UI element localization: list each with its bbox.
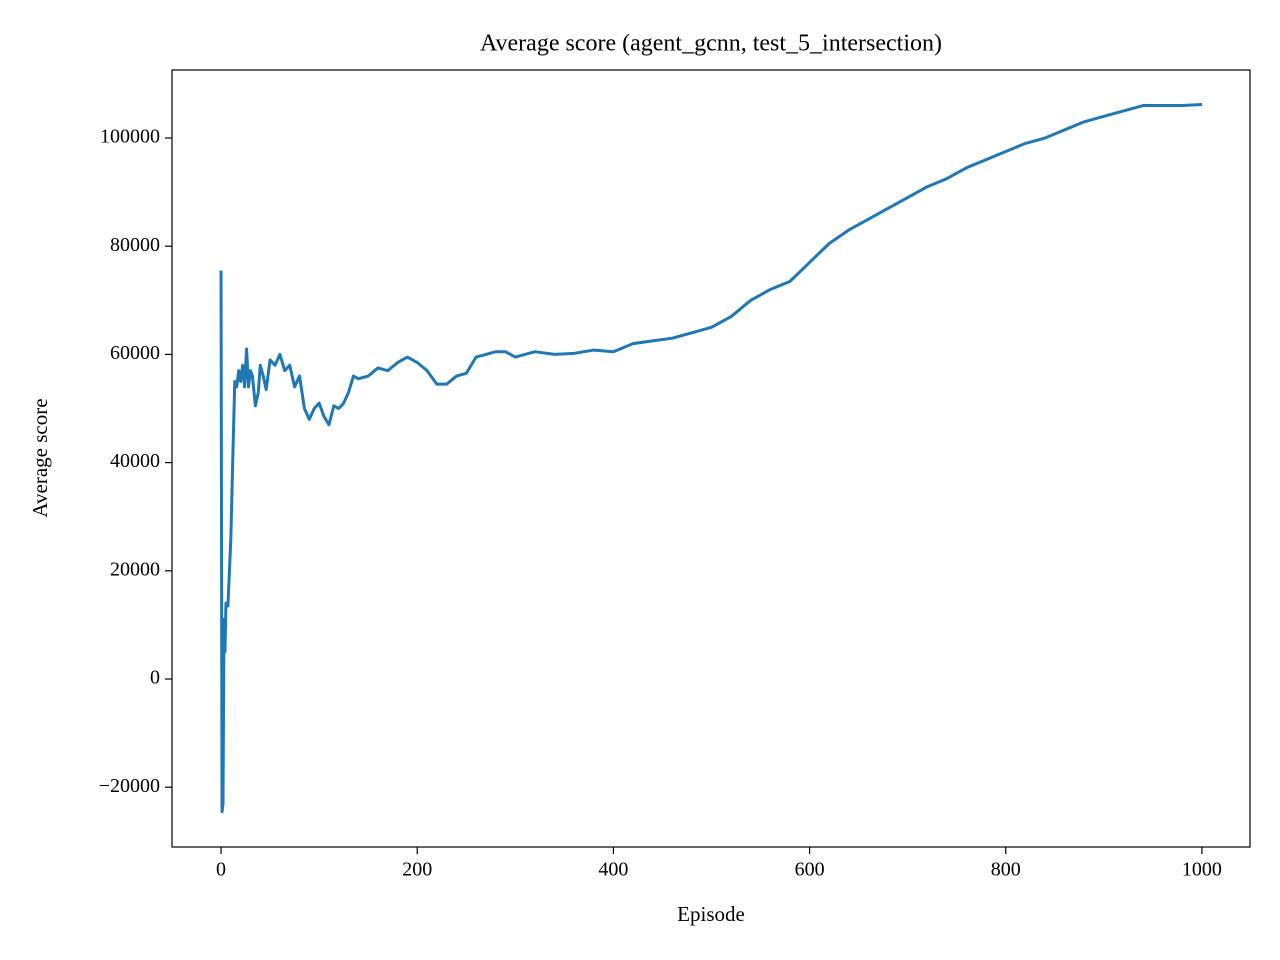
y-tick-label: 60000 (110, 342, 160, 364)
y-tick-label: 100000 (100, 126, 160, 148)
x-tick-label: 600 (795, 859, 825, 881)
y-tick-label: 0 (150, 667, 160, 689)
y-tick-label: −20000 (99, 775, 160, 797)
chart-title: Average score (agent_gcnn, test_5_inters… (480, 31, 942, 57)
x-tick-label: 200 (402, 859, 432, 881)
x-tick-label: 0 (216, 859, 226, 881)
x-tick-label: 800 (991, 859, 1021, 881)
y-tick-label: 80000 (110, 234, 160, 256)
y-tick-label: 40000 (110, 450, 160, 472)
x-tick-label: 400 (598, 859, 628, 881)
y-axis-label: Average score (28, 398, 52, 517)
y-tick-label: 20000 (110, 558, 160, 580)
line-series (219, 102, 1203, 814)
x-axis-label: Episode (677, 902, 745, 926)
x-tick-label: 1000 (1182, 859, 1222, 881)
plot-frame (171, 69, 1251, 848)
